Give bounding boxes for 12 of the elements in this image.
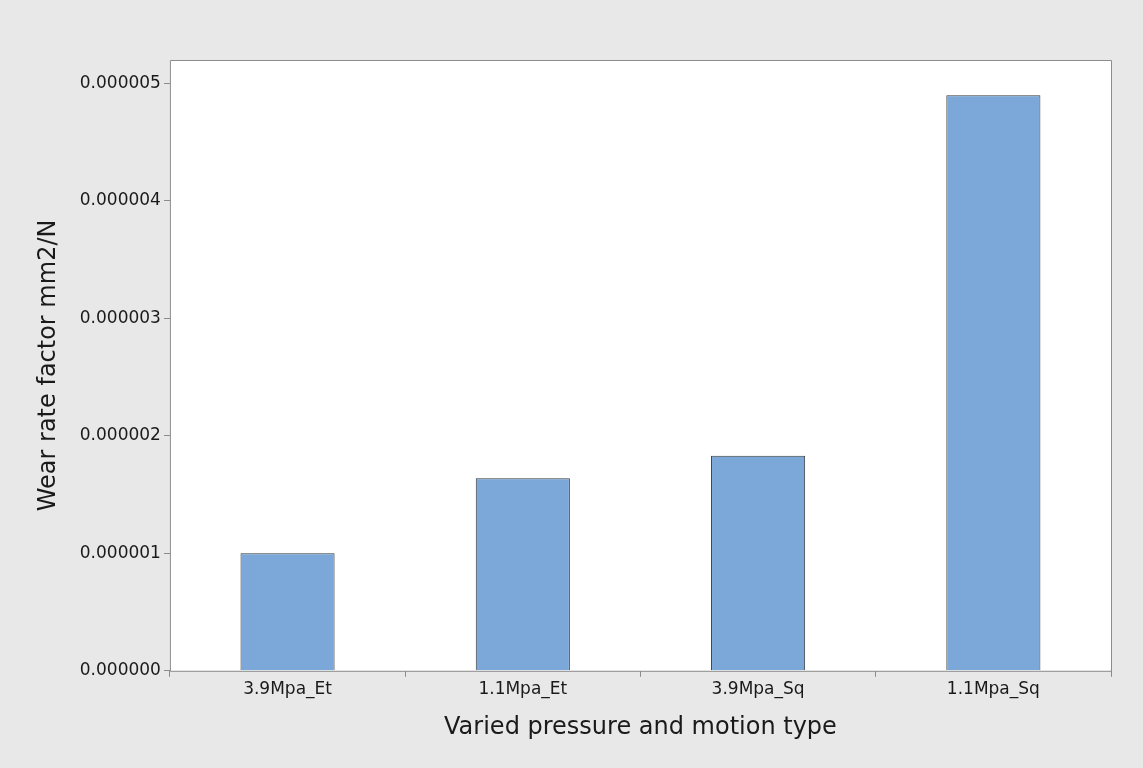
x-tick-label: 1.1Mpa_Sq xyxy=(946,678,1040,700)
x-tick-label: 3.9Mpa_Et xyxy=(243,678,333,700)
y-axis-title: Wear rate factor mm2/N xyxy=(32,219,61,512)
y-tick-label: 0.000003 xyxy=(79,306,161,327)
y-tick-label: 0.000004 xyxy=(79,189,161,210)
x-axis-title: Varied pressure and motion type xyxy=(444,711,837,740)
x-tick-label: 1.1Mpa_Et xyxy=(478,678,568,700)
y-tick-label: 0.000002 xyxy=(79,424,161,445)
y-tick-label: 0.000000 xyxy=(79,659,161,680)
x-tick-label: 3.9Mpa_Sq xyxy=(711,678,805,700)
y-tick-label: 0.000005 xyxy=(79,71,161,92)
y-tick-label: 0.000001 xyxy=(79,541,161,562)
